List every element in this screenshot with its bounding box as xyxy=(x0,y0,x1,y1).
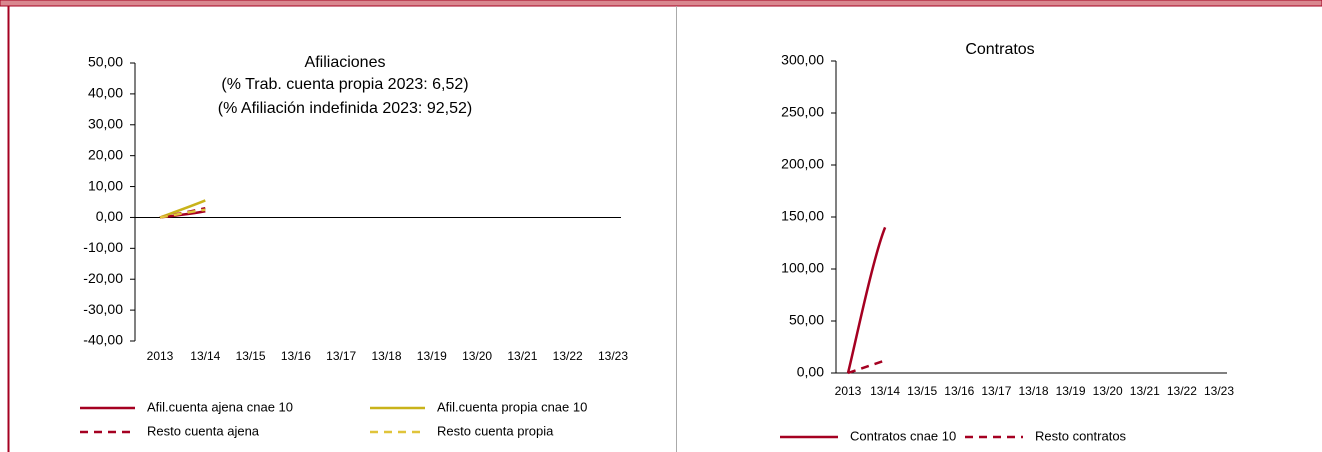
x-tick-label: 13/23 xyxy=(598,349,628,363)
header-band xyxy=(0,0,1322,7)
x-tick-label: 2013 xyxy=(147,349,174,363)
x-tick-label: 13/19 xyxy=(1056,384,1086,398)
series-line xyxy=(846,226,887,374)
x-tick-label: 13/16 xyxy=(944,384,974,398)
y-tick-label: 30,00 xyxy=(88,115,123,131)
x-tick-label: 13/22 xyxy=(1167,384,1197,398)
x-tick-label: 13/17 xyxy=(981,384,1011,398)
x-tick-label: 13/21 xyxy=(1130,384,1160,398)
y-tick-label: 300,00 xyxy=(781,52,824,68)
chart-subtitle: (% Afiliación indefinida 2023: 92,52) xyxy=(218,100,472,117)
legend-label: Afil.cuenta ajena cnae 10 xyxy=(147,399,293,414)
legend-label: Resto contratos xyxy=(1035,428,1127,443)
y-tick-label: 150,00 xyxy=(781,208,824,224)
y-tick-label: -30,00 xyxy=(83,301,123,317)
y-tick-label: 10,00 xyxy=(88,177,123,193)
y-tick-label: 20,00 xyxy=(88,146,123,162)
x-tick-label: 13/22 xyxy=(553,349,583,363)
series-line xyxy=(847,359,886,375)
x-tick-label: 13/17 xyxy=(326,349,356,363)
y-tick-label: 200,00 xyxy=(781,156,824,172)
x-tick-label: 13/19 xyxy=(417,349,447,363)
chart-subtitle: (% Trab. cuenta propia 2023: 6,52) xyxy=(221,76,468,93)
legend-label: Afil.cuenta propia cnae 10 xyxy=(437,399,587,414)
chart-title: Afiliaciones xyxy=(305,54,386,71)
y-tick-label: -40,00 xyxy=(83,332,123,348)
y-tick-label: 50,00 xyxy=(789,312,824,328)
chart-title: Contratos xyxy=(965,41,1034,58)
y-tick-label: 50,00 xyxy=(88,54,123,70)
x-tick-label: 13/14 xyxy=(190,349,220,363)
y-tick-label: 40,00 xyxy=(88,85,123,101)
y-tick-label: 0,00 xyxy=(96,208,123,224)
y-tick-label: 250,00 xyxy=(781,104,824,120)
y-tick-label: 0,00 xyxy=(797,364,824,380)
x-tick-label: 13/18 xyxy=(371,349,401,363)
y-tick-label: -20,00 xyxy=(83,270,123,286)
x-tick-label: 13/15 xyxy=(907,384,937,398)
series-line xyxy=(159,208,206,219)
x-tick-label: 13/16 xyxy=(281,349,311,363)
y-tick-label: -10,00 xyxy=(83,239,123,255)
legend-label: Contratos cnae 10 xyxy=(850,428,956,443)
x-tick-label: 13/18 xyxy=(1018,384,1048,398)
x-tick-label: 13/21 xyxy=(507,349,537,363)
legend-label: Resto cuenta propia xyxy=(437,423,554,438)
x-tick-label: 13/23 xyxy=(1204,384,1234,398)
y-tick-label: 100,00 xyxy=(781,260,824,276)
x-tick-label: 13/20 xyxy=(1093,384,1123,398)
x-tick-label: 13/20 xyxy=(462,349,492,363)
x-tick-label: 13/15 xyxy=(236,349,266,363)
legend-label: Resto cuenta ajena xyxy=(147,423,260,438)
x-tick-label: 2013 xyxy=(835,384,862,398)
x-tick-label: 13/14 xyxy=(870,384,900,398)
